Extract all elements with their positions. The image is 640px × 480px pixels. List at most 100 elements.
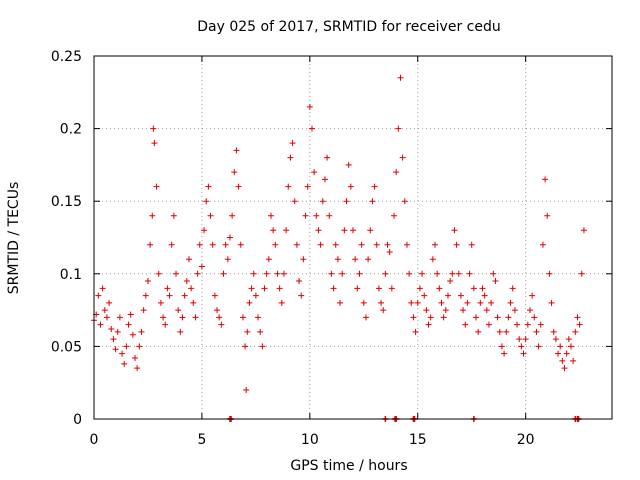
data-point bbox=[453, 241, 460, 248]
data-point bbox=[384, 241, 391, 248]
data-point bbox=[244, 328, 251, 335]
data-point bbox=[243, 386, 250, 393]
data-point bbox=[356, 270, 363, 277]
data-point bbox=[520, 350, 527, 357]
data-point bbox=[369, 198, 376, 205]
data-point bbox=[542, 176, 549, 183]
data-point bbox=[477, 299, 484, 306]
data-point bbox=[239, 314, 246, 321]
data-point bbox=[496, 328, 503, 335]
data-point bbox=[501, 350, 508, 357]
data-point bbox=[192, 314, 199, 321]
data-point bbox=[531, 314, 538, 321]
data-point bbox=[533, 328, 540, 335]
data-point bbox=[378, 299, 385, 306]
data-point bbox=[470, 285, 477, 292]
data-point bbox=[308, 125, 315, 132]
data-point bbox=[414, 299, 421, 306]
data-point bbox=[524, 321, 531, 328]
data-point bbox=[544, 212, 551, 219]
data-point bbox=[226, 234, 233, 241]
data-point bbox=[388, 285, 395, 292]
data-point bbox=[367, 227, 374, 234]
data-point bbox=[511, 307, 518, 314]
data-point bbox=[235, 183, 242, 190]
x-axis-label: GPS time / hours bbox=[290, 458, 407, 474]
data-point bbox=[529, 292, 536, 299]
data-point bbox=[132, 355, 139, 362]
data-point bbox=[412, 328, 419, 335]
data-point bbox=[321, 176, 328, 183]
data-point bbox=[119, 350, 126, 357]
data-point bbox=[395, 125, 402, 132]
y-tick-label: 0.1 bbox=[60, 267, 82, 283]
data-point bbox=[438, 299, 445, 306]
data-point bbox=[432, 241, 439, 248]
data-point bbox=[434, 270, 441, 277]
data-point bbox=[276, 285, 283, 292]
x-tick-label: 10 bbox=[301, 432, 319, 448]
data-point bbox=[436, 285, 443, 292]
data-point bbox=[326, 212, 333, 219]
data-point bbox=[300, 256, 307, 263]
data-point bbox=[125, 321, 132, 328]
chart-title: Day 025 of 2017, SRMTID for receiver ced… bbox=[197, 19, 500, 35]
grid bbox=[94, 56, 612, 419]
data-point bbox=[257, 328, 264, 335]
data-point bbox=[211, 292, 218, 299]
data-point bbox=[473, 314, 480, 321]
data-point bbox=[572, 328, 579, 335]
data-point bbox=[201, 227, 208, 234]
data-point bbox=[352, 256, 359, 263]
data-point bbox=[270, 227, 277, 234]
data-point bbox=[429, 256, 436, 263]
data-point bbox=[505, 314, 512, 321]
data-point bbox=[248, 285, 255, 292]
data-point bbox=[164, 285, 171, 292]
data-point bbox=[552, 336, 559, 343]
data-point bbox=[550, 328, 557, 335]
data-point bbox=[177, 328, 184, 335]
data-point bbox=[311, 169, 318, 176]
data-point bbox=[503, 328, 510, 335]
data-point bbox=[263, 270, 270, 277]
data-point bbox=[95, 292, 102, 299]
data-point bbox=[233, 147, 240, 154]
data-point bbox=[574, 314, 581, 321]
y-tick-label: 0 bbox=[73, 412, 82, 428]
data-point bbox=[466, 270, 473, 277]
data-point bbox=[427, 314, 434, 321]
data-point bbox=[134, 365, 141, 372]
data-point bbox=[190, 299, 197, 306]
data-point bbox=[218, 321, 225, 328]
x-tick-label: 0 bbox=[90, 432, 99, 448]
data-point bbox=[110, 336, 117, 343]
data-point bbox=[358, 241, 365, 248]
data-point bbox=[162, 321, 169, 328]
data-point bbox=[144, 278, 151, 285]
data-point bbox=[421, 292, 428, 299]
data-point bbox=[492, 278, 499, 285]
data-point bbox=[570, 357, 577, 364]
data-point bbox=[293, 241, 300, 248]
data-point bbox=[328, 270, 335, 277]
data-point bbox=[479, 285, 486, 292]
data-point bbox=[99, 285, 106, 292]
data-point bbox=[444, 292, 451, 299]
data-point bbox=[209, 241, 216, 248]
data-point bbox=[555, 350, 562, 357]
data-point bbox=[138, 328, 145, 335]
data-point bbox=[306, 103, 313, 110]
data-point bbox=[548, 299, 555, 306]
data-point bbox=[449, 270, 456, 277]
data-point bbox=[408, 299, 415, 306]
data-point bbox=[416, 285, 423, 292]
data-point bbox=[274, 270, 281, 277]
data-point bbox=[259, 343, 266, 350]
data-point bbox=[419, 270, 426, 277]
data-point bbox=[114, 328, 121, 335]
data-point bbox=[514, 321, 521, 328]
data-point bbox=[345, 161, 352, 168]
y-tick-label: 0.2 bbox=[60, 122, 82, 138]
data-point bbox=[265, 256, 272, 263]
